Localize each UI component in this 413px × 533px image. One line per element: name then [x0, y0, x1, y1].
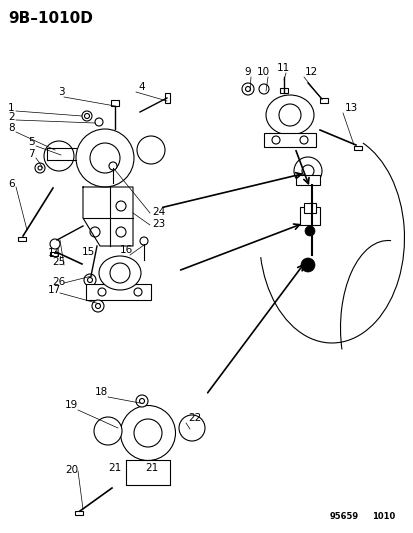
Text: 3: 3: [58, 87, 64, 97]
Text: 14: 14: [48, 248, 61, 258]
Bar: [263, 133, 315, 147]
Text: 1: 1: [8, 103, 14, 113]
Text: 19: 19: [65, 400, 78, 410]
Ellipse shape: [110, 263, 130, 283]
Circle shape: [139, 399, 144, 403]
Circle shape: [304, 226, 314, 236]
Bar: [111, 100, 119, 106]
Circle shape: [87, 278, 92, 282]
Ellipse shape: [137, 136, 165, 164]
Text: 11: 11: [276, 63, 290, 73]
Circle shape: [50, 239, 60, 249]
Circle shape: [38, 166, 42, 170]
Circle shape: [35, 163, 45, 173]
Bar: [303, 203, 315, 213]
Text: 15: 15: [82, 247, 95, 257]
Text: 95659: 95659: [329, 512, 358, 521]
Text: 9: 9: [243, 67, 250, 77]
Bar: [319, 98, 327, 103]
Text: 22: 22: [188, 413, 201, 423]
Circle shape: [136, 395, 147, 407]
Ellipse shape: [266, 95, 313, 135]
Text: 2: 2: [8, 112, 14, 122]
Text: 6: 6: [8, 179, 14, 189]
Circle shape: [90, 227, 100, 237]
Circle shape: [116, 201, 126, 211]
Circle shape: [92, 300, 104, 312]
Bar: [75, 511, 83, 515]
Circle shape: [116, 227, 126, 237]
Text: 8: 8: [8, 123, 14, 133]
Circle shape: [134, 288, 142, 296]
Circle shape: [84, 274, 96, 286]
Bar: [295, 175, 319, 185]
Text: 10: 10: [256, 67, 269, 77]
Circle shape: [95, 303, 100, 309]
Text: 4: 4: [138, 82, 144, 92]
Ellipse shape: [44, 141, 74, 171]
Bar: [18, 237, 26, 241]
Text: 9B–1010D: 9B–1010D: [8, 11, 93, 26]
Text: 20: 20: [65, 465, 78, 475]
Ellipse shape: [120, 406, 175, 461]
Text: 5: 5: [28, 137, 35, 147]
Text: 7: 7: [28, 149, 35, 159]
Bar: [299, 207, 319, 225]
Text: 26: 26: [52, 277, 65, 287]
Text: 25: 25: [52, 257, 65, 267]
Circle shape: [82, 111, 92, 121]
Ellipse shape: [134, 419, 161, 447]
Circle shape: [271, 136, 279, 144]
Circle shape: [140, 237, 147, 245]
Circle shape: [299, 136, 307, 144]
Text: 17: 17: [48, 285, 61, 295]
Ellipse shape: [76, 129, 134, 187]
Circle shape: [245, 86, 250, 92]
Text: 12: 12: [304, 67, 318, 77]
Bar: [353, 146, 361, 150]
Text: 1010: 1010: [371, 512, 394, 521]
Ellipse shape: [99, 256, 141, 290]
Ellipse shape: [90, 143, 120, 173]
Circle shape: [300, 258, 314, 272]
Text: 16: 16: [120, 245, 133, 255]
Circle shape: [293, 157, 321, 185]
Bar: [165, 93, 170, 103]
Circle shape: [98, 288, 106, 296]
Circle shape: [109, 162, 117, 170]
Text: 23: 23: [152, 219, 165, 229]
Text: 21: 21: [108, 463, 121, 473]
Ellipse shape: [178, 415, 204, 441]
Circle shape: [301, 165, 313, 177]
Bar: [50, 252, 58, 256]
Circle shape: [84, 114, 89, 118]
Text: 18: 18: [95, 387, 108, 397]
Text: 24: 24: [152, 207, 165, 217]
Bar: [279, 88, 287, 93]
Circle shape: [259, 84, 268, 94]
Circle shape: [242, 83, 254, 95]
Circle shape: [95, 118, 103, 126]
Bar: [86, 284, 151, 300]
Ellipse shape: [94, 417, 122, 445]
Ellipse shape: [278, 104, 300, 126]
Text: 21: 21: [145, 463, 158, 473]
Text: 13: 13: [344, 103, 357, 113]
